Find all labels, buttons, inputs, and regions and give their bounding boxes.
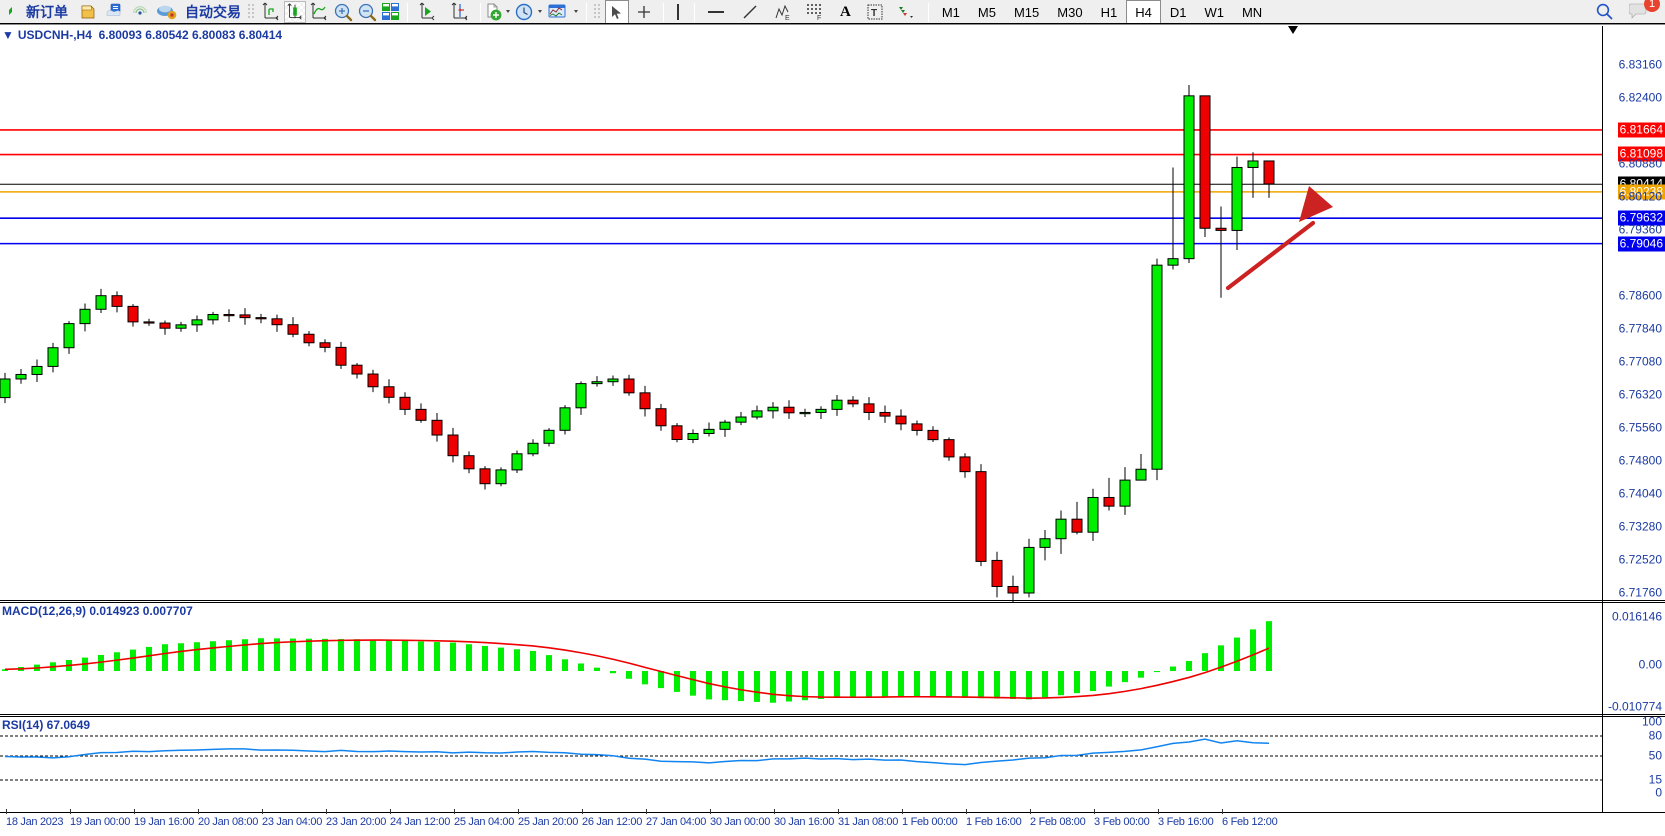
svg-text:E: E bbox=[785, 15, 790, 21]
svg-text:F: F bbox=[817, 15, 821, 21]
svg-text:T: T bbox=[871, 8, 877, 19]
